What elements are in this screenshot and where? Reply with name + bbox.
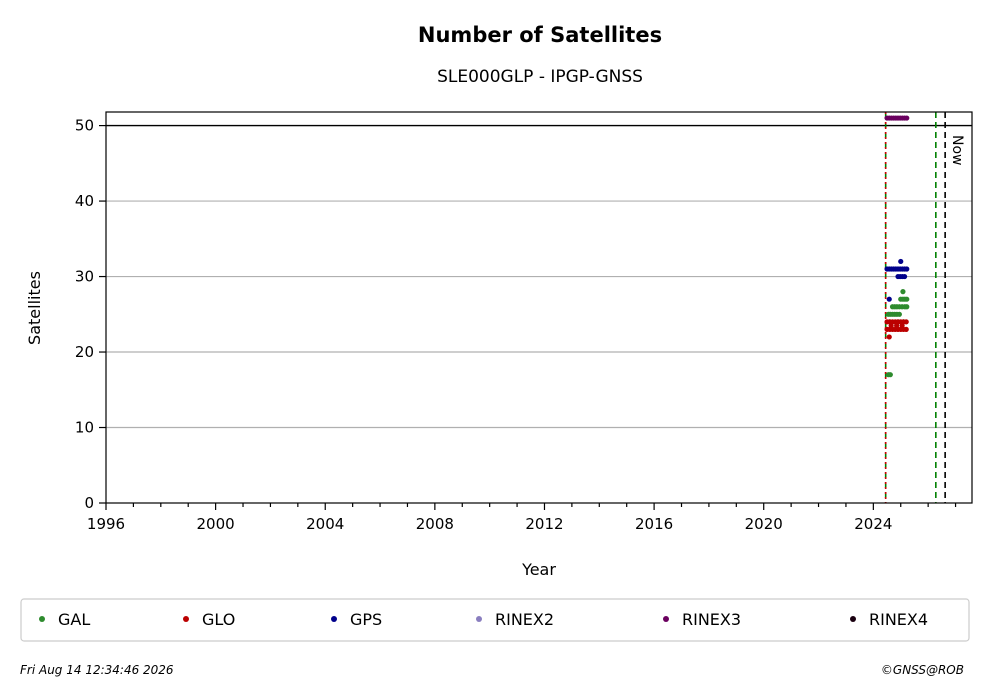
y-tick-label-4: 40	[75, 192, 94, 210]
legend-label-rinex3: RINEX3	[682, 610, 741, 629]
point-glo-8	[903, 326, 909, 332]
legend-marker-rinex4	[850, 616, 856, 622]
legend-label-rinex2: RINEX2	[495, 610, 554, 629]
footer-credit: ©GNSS@ROB	[881, 663, 964, 677]
y-tick-label-0: 0	[84, 494, 94, 512]
y-axis-ticks: 0 10 20 30 40 50	[75, 117, 106, 512]
legend-marker-gps	[331, 616, 337, 622]
y-axis-label: Satellites	[25, 271, 44, 345]
point-gal-1	[887, 372, 893, 378]
point-gps-15	[898, 258, 904, 265]
point-glo-19	[899, 323, 905, 329]
legend-frame	[20, 598, 970, 642]
footer-timestamp: Fri Aug 14 12:34:46 2026	[20, 663, 174, 677]
legend-marker-glo	[183, 616, 189, 622]
y-tick-label-5: 50	[75, 117, 94, 135]
now-label: Now	[949, 135, 965, 166]
point-gal-13	[904, 304, 910, 310]
y-tick-label-1: 10	[75, 419, 94, 437]
point-gps-10	[904, 266, 910, 272]
grid-lines	[106, 124, 972, 429]
legend-marker-rinex2	[476, 616, 482, 622]
chart-subtitle: SLE000GLP - IPGP-GNSS	[437, 67, 643, 87]
x-tick-label-7: 2024	[854, 515, 892, 533]
legend-label-gal: GAL	[58, 610, 90, 629]
y-tick-label-3: 30	[75, 268, 94, 286]
legend-marker-gal	[39, 616, 45, 622]
legend-marker-rinex3	[663, 616, 669, 622]
x-tick-label-3: 2008	[416, 515, 454, 533]
point-gal-18	[904, 296, 910, 302]
chart-title: Number of Satellites	[418, 23, 662, 47]
point-gps-0	[886, 296, 892, 302]
legend-label-rinex4: RINEX4	[869, 610, 928, 629]
point-glo-0	[886, 334, 892, 340]
y-tick-label-2: 20	[75, 343, 94, 361]
x-tick-label-5: 2016	[635, 515, 673, 533]
vertical-markers: Now	[884, 112, 965, 503]
x-tick-label-2: 2004	[306, 515, 344, 533]
point-gal-14	[896, 311, 902, 317]
legend-label-glo: GLO	[202, 610, 235, 629]
point-glo-16	[903, 319, 909, 325]
point-glo-18	[894, 323, 900, 329]
x-tick-label-6: 2020	[745, 515, 783, 533]
point-rinex3-9	[904, 115, 910, 121]
x-axis-label: Year	[521, 560, 556, 579]
plot-frame	[105, 111, 973, 504]
x-tick-label-0: 1996	[87, 515, 125, 533]
x-tick-label-1: 2000	[197, 515, 235, 533]
point-glo-17	[888, 323, 894, 329]
data-points	[884, 115, 910, 378]
point-gps-14	[901, 273, 908, 280]
legend-label-gps: GPS	[350, 610, 382, 629]
x-tick-label-4: 2012	[525, 515, 563, 533]
legend: GAL GLO GPS RINEX2 RINEX3 RINEX4	[20, 598, 970, 642]
x-axis-ticks: 1996 2000 2004 2008 2012 2016 2020 2024	[87, 503, 957, 533]
point-gal-19	[900, 289, 906, 295]
